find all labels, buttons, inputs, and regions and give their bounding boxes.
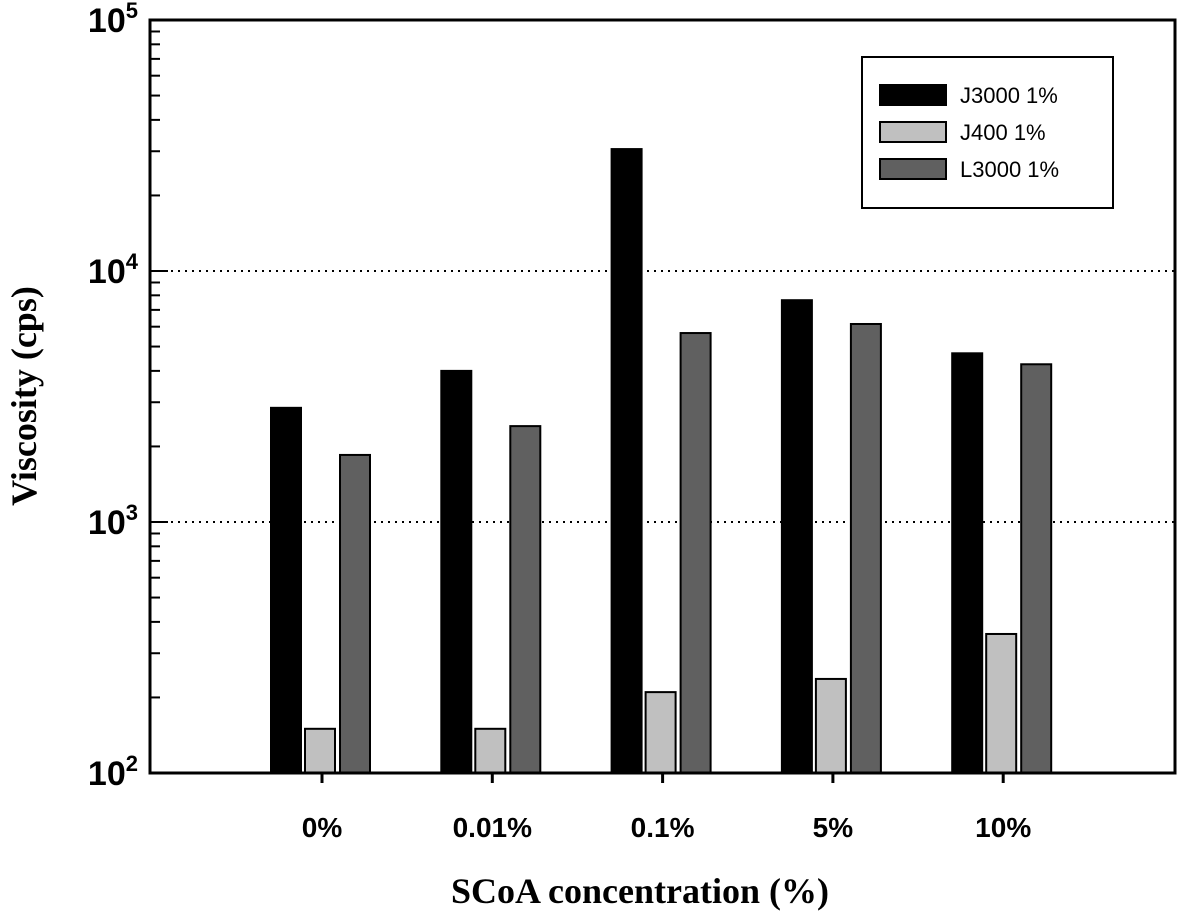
legend: J3000 1% J400 1% L3000 1% (861, 56, 1114, 209)
legend-swatch (879, 121, 947, 143)
y-tick-label: 102 (88, 751, 138, 793)
bar-j400-1- (985, 632, 1018, 774)
y-tick-label: 103 (88, 500, 138, 542)
bar-j400-1- (644, 691, 677, 775)
x-axis-ticks: 0% 0.01% 0.1% 5% 10% (302, 773, 1031, 843)
bar-l3000-1- (679, 332, 712, 774)
legend-label: J3000 1% (960, 83, 1058, 108)
x-tick-label: 0% (302, 812, 343, 843)
bar-j400-1- (304, 727, 336, 774)
x-tick-label: 10% (975, 812, 1031, 843)
bar-j3000-1- (610, 148, 643, 774)
bar-l3000-1- (339, 453, 371, 774)
legend-swatch (879, 84, 947, 106)
bar-l3000-1- (509, 425, 542, 774)
gridlines (150, 270, 1175, 523)
y-tick-label: 105 (88, 0, 138, 40)
x-tick-label: 0.1% (631, 812, 695, 843)
bar-j3000-1- (780, 299, 813, 774)
x-tick-label: 5% (813, 812, 854, 843)
x-tick-label: 0.01% (453, 812, 532, 843)
x-axis-title: SCoA concentration (%) (451, 871, 829, 911)
y-tick-label: 104 (88, 249, 139, 291)
bar-j400-1- (814, 677, 847, 775)
y-axis-ticks: 102 103 104 105 (88, 0, 168, 793)
bar-l3000-1- (849, 322, 882, 774)
bars (270, 148, 1053, 775)
legend-label: L3000 1% (960, 157, 1059, 182)
legend-swatch (879, 158, 947, 180)
bar-j3000-1- (440, 369, 473, 774)
bar-j3000-1- (270, 406, 302, 774)
bar-l3000-1- (1020, 363, 1053, 774)
y-axis-title: Viscosity (cps) (4, 286, 44, 506)
legend-label: J400 1% (960, 120, 1046, 145)
bar-j400-1- (474, 727, 507, 774)
bar-j3000-1- (951, 352, 984, 774)
